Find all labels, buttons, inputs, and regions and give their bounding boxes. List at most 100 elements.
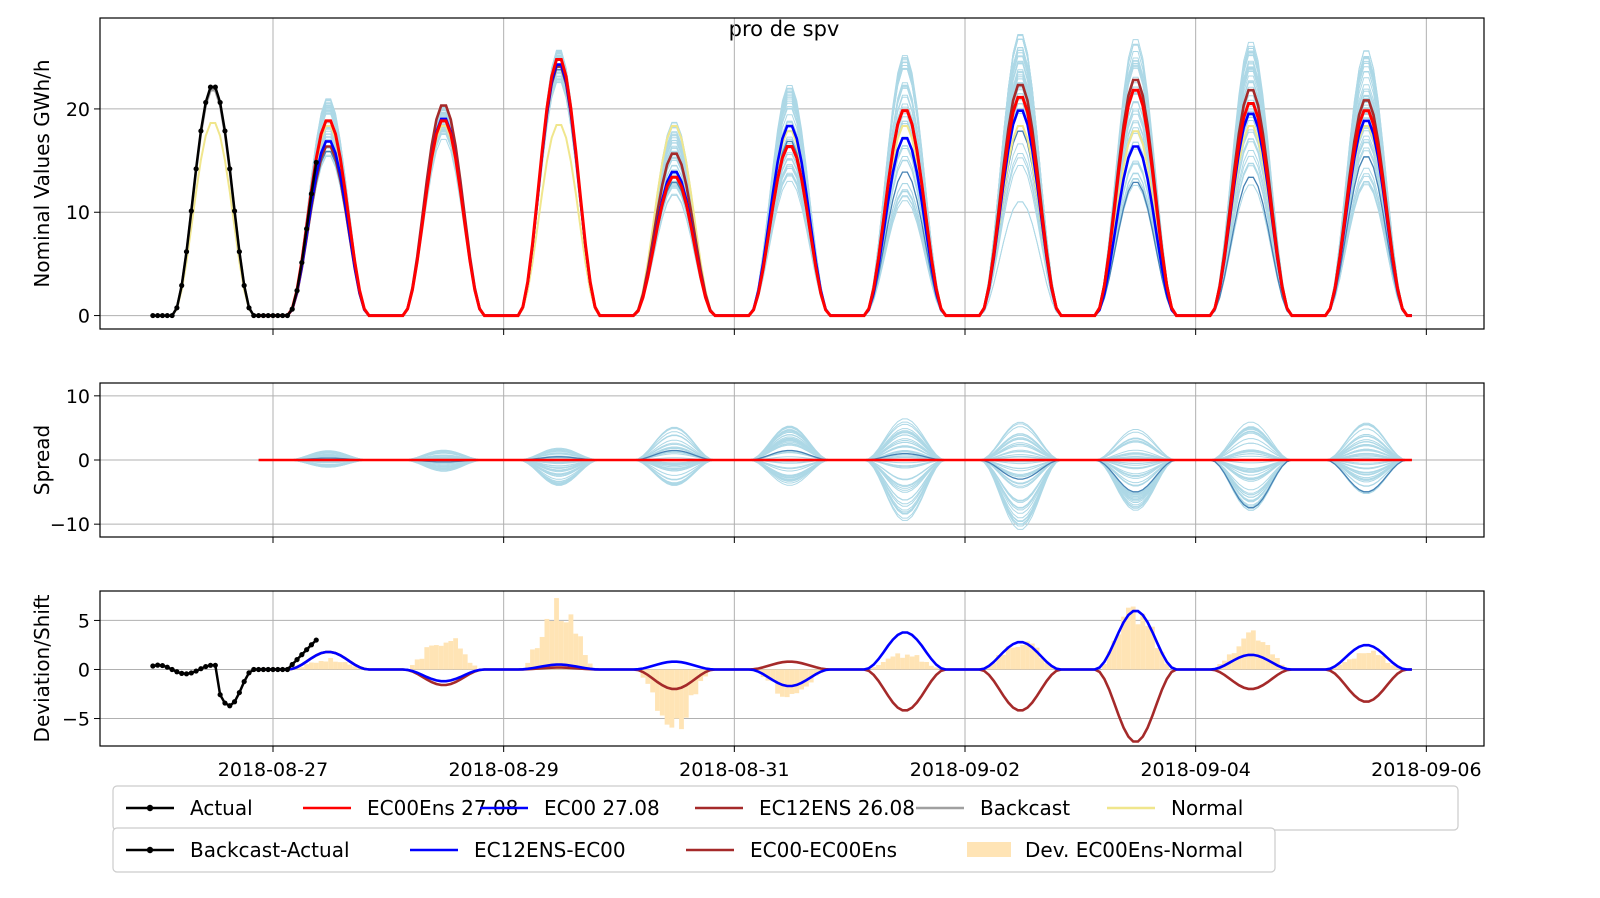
deviation-bar xyxy=(1375,655,1381,670)
backcast-actual-data-point xyxy=(265,666,271,673)
legend-marker xyxy=(146,804,154,812)
chart-title: pro de spv xyxy=(729,17,840,41)
deviation-bar xyxy=(1395,666,1400,670)
x-tick-label: 2018-08-27 xyxy=(218,759,328,781)
deviation-bar xyxy=(1380,656,1386,670)
x-tick-label: 2018-09-04 xyxy=(1140,759,1250,781)
backcast-actual-data-point xyxy=(231,699,238,705)
deviation-bar xyxy=(582,655,588,670)
legend-item: Normal xyxy=(1107,796,1243,820)
deviation-bar xyxy=(1001,654,1006,670)
deviation-bar xyxy=(928,665,934,670)
legend-swatch xyxy=(967,842,1011,857)
actual-data-point xyxy=(231,208,238,214)
deviation-bar xyxy=(530,649,535,670)
legend-item: EC00-EC00Ens xyxy=(686,838,897,862)
actual-data-point xyxy=(304,226,310,232)
deviation-bar xyxy=(924,662,929,670)
deviation-bar xyxy=(1274,658,1280,670)
deviation-bar xyxy=(880,661,886,670)
backcast-actual-data-point xyxy=(294,656,300,663)
deviation-bar xyxy=(1121,616,1126,670)
actual-data-point xyxy=(251,312,257,319)
deviation-bar xyxy=(333,661,338,670)
actual-data-point xyxy=(155,312,161,319)
deviation-bar xyxy=(679,669,684,730)
actual-data-point xyxy=(188,208,194,214)
deviation-bar xyxy=(458,648,463,670)
actual-data-point xyxy=(270,312,276,319)
actual-data-point xyxy=(179,282,185,289)
deviation-bar xyxy=(309,662,314,670)
plot-frame xyxy=(99,590,1485,747)
backcast-actual-data-point xyxy=(275,666,281,673)
panel-deviation-shift: −5 0 5 Deviation/Shift 2018-08-27 2018-08-29 2… xyxy=(30,590,1485,781)
backcast-actual-data-point xyxy=(155,662,161,668)
backcast-actual-data-point xyxy=(212,662,218,668)
deviation-bar xyxy=(1025,641,1030,670)
actual-data-point xyxy=(164,312,170,319)
deviation-bar xyxy=(813,669,819,676)
actual-data-point xyxy=(241,282,247,289)
actual-data-point xyxy=(284,312,291,319)
plot-area-bot xyxy=(150,598,1412,743)
deviation-bar xyxy=(871,667,877,670)
backcast-actual-data-point xyxy=(260,666,266,673)
deviation-bar xyxy=(453,638,459,670)
legend: Actual EC00Ens 27.08 EC00 27.08 EC12ENS 26.… xyxy=(112,785,1459,873)
actual-data-point xyxy=(217,99,223,106)
legend-marker xyxy=(146,846,154,854)
deviation-bar xyxy=(900,657,905,670)
deviation-bar xyxy=(1049,665,1054,670)
deviation-bar xyxy=(347,664,353,670)
backcast-actual-data-point xyxy=(188,670,194,676)
actual-data-point xyxy=(212,84,218,90)
deviation-bar xyxy=(650,669,656,693)
backcast-actual-data-point xyxy=(270,666,276,673)
backcast-actual-data-point xyxy=(241,678,247,685)
actual-data-point xyxy=(313,159,319,165)
deviation-bar xyxy=(342,662,348,670)
deviation-bar xyxy=(664,669,670,725)
actual-data-point xyxy=(299,259,305,266)
deviation-bar xyxy=(448,641,454,670)
legend-label: Backcast-Actual xyxy=(190,838,350,862)
legend-item: EC12ENS 26.08 xyxy=(695,796,915,820)
ensemble-member-line xyxy=(258,49,1412,317)
deviation-bar xyxy=(1342,662,1348,670)
y-axis-label: Deviation/Shift xyxy=(30,594,54,742)
deviation-bar xyxy=(294,668,300,670)
deviation-bar xyxy=(313,662,319,670)
deviation-bar xyxy=(784,669,790,698)
y-tick-label: 0 xyxy=(78,659,90,681)
legend-item: Backcast xyxy=(916,796,1070,820)
deviation-bar xyxy=(1371,650,1376,670)
deviation-bar xyxy=(1337,664,1343,670)
backcast-actual-data-point xyxy=(217,692,223,698)
y-axis-label: Spread xyxy=(30,425,54,495)
y-tick-label: 10 xyxy=(66,386,90,408)
backcast-actual-data-point xyxy=(289,661,295,668)
backcast-actual-data-point xyxy=(236,689,242,696)
deviation-bar xyxy=(573,633,579,670)
deviation-bar xyxy=(318,660,324,670)
deviation-bar xyxy=(337,662,343,670)
actual-data-point xyxy=(159,312,166,319)
actual-data-point xyxy=(255,312,262,319)
backcast-actual-data-point xyxy=(227,703,233,709)
series-line-actual xyxy=(152,85,318,317)
deviation-bar xyxy=(438,645,444,670)
deviation-bar xyxy=(765,669,771,681)
actual-data-point xyxy=(289,306,295,312)
backcast-actual-data-point xyxy=(183,671,190,677)
deviation-bar xyxy=(1029,643,1035,670)
deviation-bar xyxy=(669,669,675,728)
ensemble-member-line xyxy=(258,41,1412,317)
y-tick-label: −10 xyxy=(50,514,90,536)
actual-data-point xyxy=(260,312,266,319)
y-axis-label: Nominal Values GWh/h xyxy=(30,59,54,287)
deviation-bar xyxy=(890,656,896,670)
deviation-bar xyxy=(1351,658,1357,670)
backcast-actual-data-point xyxy=(179,670,185,676)
deviation-bar xyxy=(1101,663,1107,670)
